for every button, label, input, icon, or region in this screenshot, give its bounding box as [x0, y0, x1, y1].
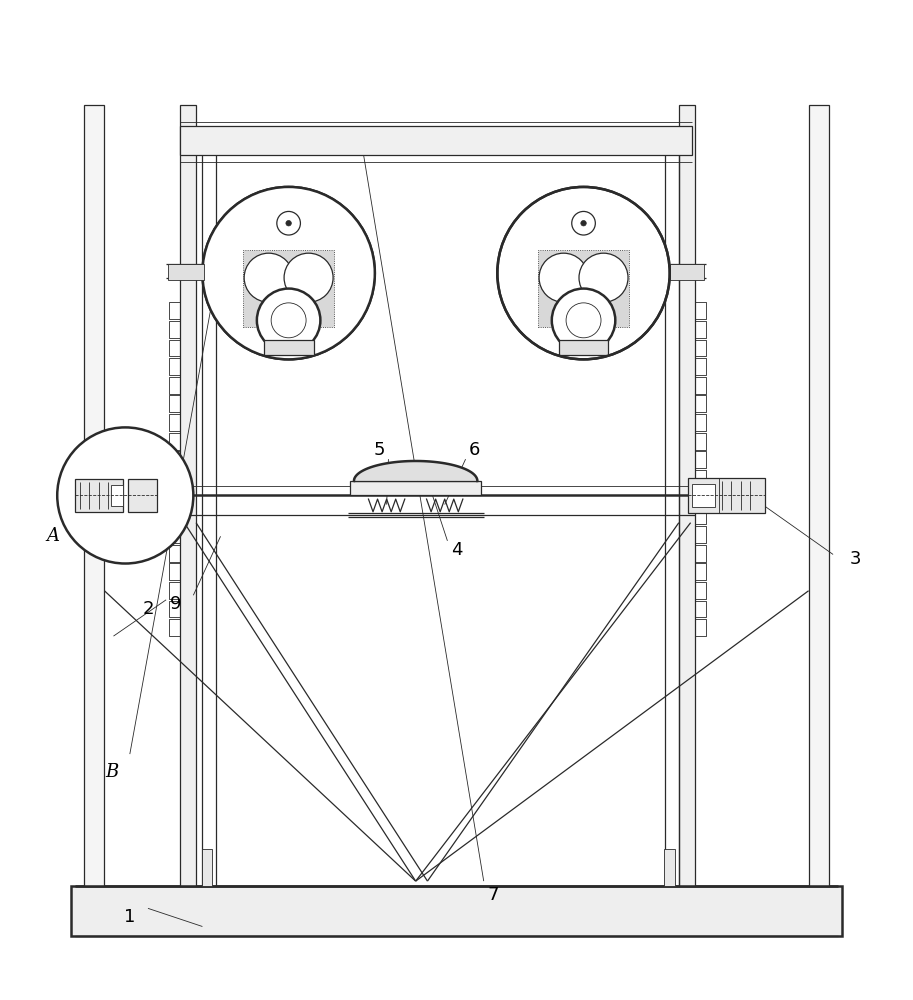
- Bar: [243, 250, 334, 327]
- Bar: [180, 105, 196, 886]
- Bar: [180, 126, 692, 155]
- Text: 1: 1: [124, 908, 135, 926]
- Bar: [559, 340, 608, 355]
- Text: 7: 7: [487, 886, 498, 904]
- Text: A: A: [47, 527, 59, 545]
- Circle shape: [551, 289, 615, 352]
- Bar: [168, 264, 205, 280]
- Text: 3: 3: [850, 550, 862, 568]
- Bar: [71, 886, 842, 936]
- Text: 4: 4: [451, 541, 462, 559]
- Bar: [110, 485, 122, 506]
- Circle shape: [244, 253, 293, 302]
- Circle shape: [203, 187, 375, 359]
- Text: 6: 6: [469, 441, 480, 459]
- Circle shape: [572, 211, 595, 235]
- Circle shape: [58, 427, 194, 564]
- Text: 9: 9: [170, 595, 181, 613]
- Bar: [670, 264, 704, 280]
- Circle shape: [271, 303, 306, 338]
- Bar: [202, 849, 213, 886]
- Text: B: B: [105, 763, 119, 781]
- Circle shape: [539, 253, 588, 302]
- Bar: [128, 479, 157, 512]
- Circle shape: [579, 253, 628, 302]
- Circle shape: [284, 253, 333, 302]
- Bar: [687, 478, 765, 513]
- Circle shape: [498, 187, 670, 359]
- Circle shape: [203, 187, 375, 359]
- Bar: [679, 105, 695, 886]
- Circle shape: [277, 211, 300, 235]
- Bar: [264, 340, 313, 355]
- Bar: [809, 105, 829, 886]
- Circle shape: [286, 221, 291, 226]
- Bar: [538, 250, 629, 327]
- Bar: [350, 481, 481, 495]
- Text: 5: 5: [373, 441, 385, 459]
- Circle shape: [257, 289, 320, 352]
- Bar: [76, 479, 122, 512]
- Circle shape: [581, 221, 586, 226]
- Bar: [692, 484, 715, 507]
- Bar: [84, 105, 104, 886]
- Polygon shape: [354, 461, 477, 481]
- Circle shape: [566, 303, 601, 338]
- Text: 2: 2: [142, 600, 153, 618]
- Bar: [665, 849, 676, 886]
